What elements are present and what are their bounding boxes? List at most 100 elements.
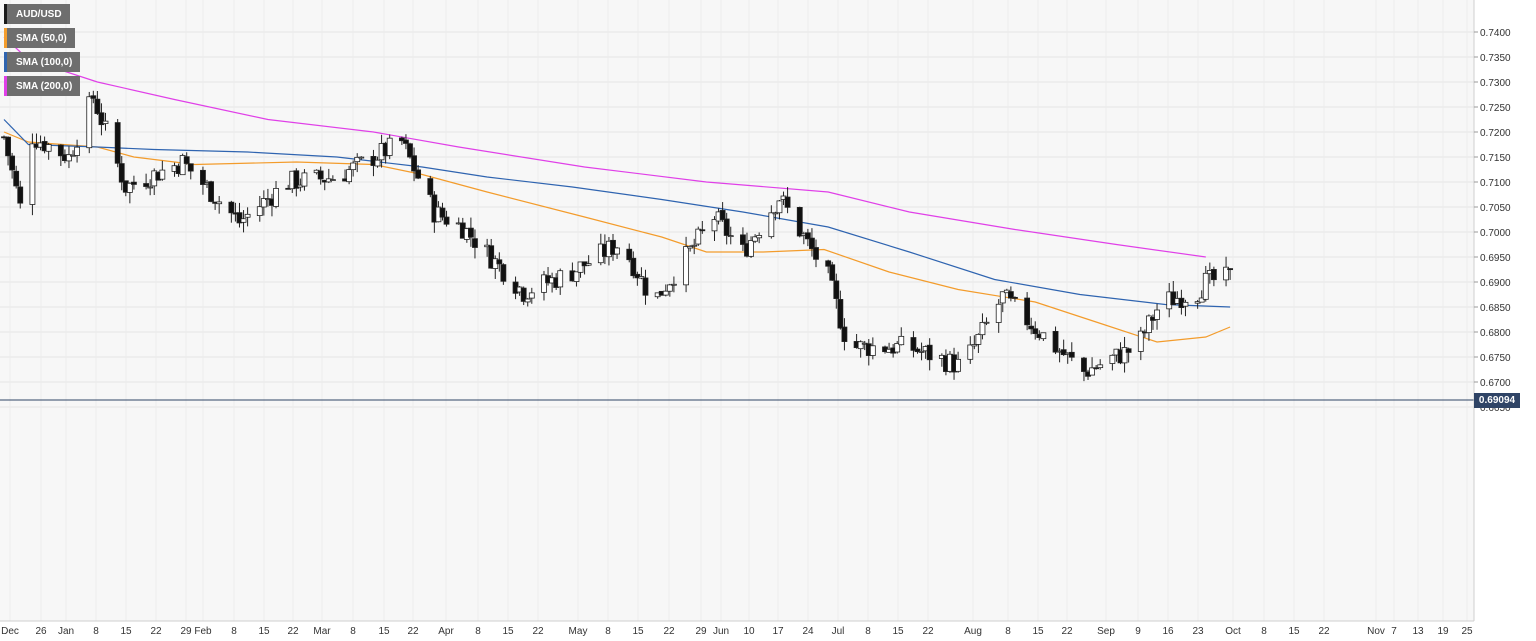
candle-down (740, 234, 746, 245)
candle-up (756, 235, 763, 239)
candle-up (768, 212, 775, 238)
x-tick-label: Nov (1367, 626, 1385, 637)
x-tick-label: 8 (231, 626, 237, 637)
candle-up (260, 198, 267, 208)
legend-swatch (4, 76, 7, 96)
x-tick-label: 8 (475, 626, 481, 637)
candle-up (216, 201, 223, 205)
candle-up (975, 333, 982, 345)
sma-line (3, 131, 1231, 343)
x-tick-label: 8 (865, 626, 871, 637)
candle-up (638, 276, 645, 279)
candle-down (825, 260, 832, 267)
candle-down (208, 181, 214, 202)
y-tick-label: 0.7250 (1480, 103, 1511, 114)
candle-down (317, 170, 324, 180)
candle-down (642, 277, 649, 296)
candle-down (1007, 291, 1014, 299)
candle-up (999, 291, 1006, 304)
y-tick-label: 0.6650 (1480, 403, 1511, 414)
x-tick-label: 8 (93, 626, 99, 637)
candle-down (1052, 330, 1059, 353)
candle-down (143, 183, 150, 187)
x-tick-label: 8 (1005, 626, 1011, 637)
candle-down (398, 137, 405, 142)
candle-down (411, 155, 417, 172)
candle-down (236, 212, 243, 224)
candle-down (796, 207, 803, 237)
x-tick-label: 22 (150, 626, 162, 637)
candle-up (662, 290, 669, 296)
candle-up (557, 270, 564, 288)
candle-up (1223, 266, 1229, 281)
candle-up (240, 218, 247, 223)
candle-down (183, 156, 190, 164)
candle-up (671, 283, 677, 286)
legend-label: SMA (100,0) (16, 56, 73, 68)
x-tick-label: 15 (120, 626, 132, 637)
legend-item-sma-50[interactable]: SMA (50,0) (4, 28, 75, 48)
sma-line (3, 36, 1206, 258)
plot-background (0, 0, 1474, 621)
candle-down (1081, 357, 1087, 372)
x-tick-label: Mar (313, 626, 331, 637)
candle-down (1012, 296, 1018, 299)
candle-up (1154, 309, 1160, 320)
legend-item-sma-100[interactable]: SMA (100,0) (4, 52, 81, 72)
candle-up (374, 159, 381, 167)
candle-up (585, 263, 592, 266)
x-tick-label: 22 (1061, 626, 1073, 637)
y-tick-label: 0.7100 (1480, 178, 1511, 189)
candle-up (971, 344, 978, 347)
candle-down (407, 143, 413, 158)
candle-up (126, 182, 133, 193)
candle-down (98, 112, 105, 126)
candle-up (528, 292, 535, 299)
x-tick-label: 22 (532, 626, 544, 637)
candle-up (386, 137, 393, 156)
candle-down (1032, 328, 1039, 335)
x-tick-label: 17 (772, 626, 784, 637)
legend-swatch (4, 28, 7, 48)
candle-down (187, 163, 194, 172)
candle-up (983, 321, 990, 324)
x-tick-label: 19 (1437, 626, 1449, 637)
x-tick-label: 23 (1192, 626, 1204, 637)
candle-up (898, 335, 905, 346)
candle-down (114, 122, 121, 164)
candle-down (94, 98, 101, 114)
candle-up (955, 358, 961, 372)
legend-swatch (4, 4, 7, 24)
candle-down (910, 337, 917, 351)
y-axis-ticks: 0.7400 0.7350 0.7300 0.7250 0.7200 0.7150 0.71… (1474, 28, 1511, 414)
legend-item-sma-200[interactable]: SMA (200,0) (4, 76, 81, 96)
candle-up (1121, 347, 1128, 364)
y-tick-label: 0.7300 (1480, 78, 1511, 89)
candle-up (273, 188, 279, 207)
candle-up (995, 303, 1002, 323)
current-price-tag: 0.69094 (1474, 393, 1520, 408)
candle-up (748, 240, 754, 257)
candle-up (29, 143, 36, 205)
candle-down (9, 155, 16, 171)
candle-up (350, 162, 357, 171)
legend-item-audusd[interactable]: AUD/USD (4, 4, 70, 24)
candle-up (1040, 332, 1047, 340)
candle-up (918, 350, 925, 353)
candle-down (90, 95, 97, 99)
x-tick-label: Jan (58, 626, 74, 637)
legend-label: SMA (200,0) (16, 80, 73, 92)
candle-up (869, 345, 876, 356)
candle-down (293, 170, 300, 189)
candle-down (1028, 325, 1035, 330)
candle-down (841, 326, 848, 342)
candle-down (1210, 269, 1217, 281)
candles (1, 90, 1234, 382)
candle-down (1068, 351, 1075, 358)
candle-up (1202, 272, 1209, 300)
y-tick-label: 0.6750 (1480, 353, 1511, 364)
candle-down (443, 216, 450, 225)
candle-up (524, 298, 531, 303)
candle-down (415, 169, 422, 179)
candle-up (1198, 297, 1205, 303)
